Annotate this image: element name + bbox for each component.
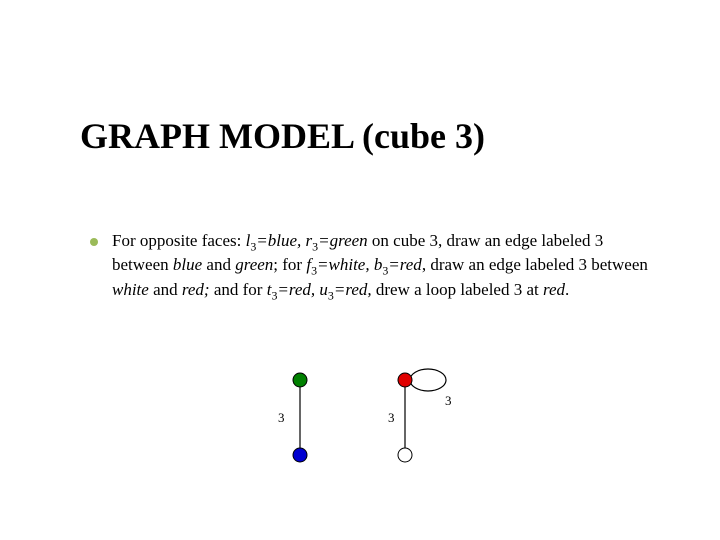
graph-diagram: 3 3 3 xyxy=(250,360,500,490)
graph-node-white xyxy=(398,448,412,462)
edge-label: 3 xyxy=(278,410,285,425)
bullet-icon xyxy=(90,238,98,246)
slide-title: GRAPH MODEL (cube 3) xyxy=(80,115,485,157)
graph-node-red xyxy=(398,373,412,387)
body-text: For opposite faces: l3=blue, r3=green on… xyxy=(112,230,650,303)
graph-loop xyxy=(410,369,446,391)
loop-label: 3 xyxy=(445,393,452,408)
edge-label: 3 xyxy=(388,410,395,425)
bullet-item: For opposite faces: l3=blue, r3=green on… xyxy=(90,230,650,303)
graph-node-blue xyxy=(293,448,307,462)
graph-node-green xyxy=(293,373,307,387)
